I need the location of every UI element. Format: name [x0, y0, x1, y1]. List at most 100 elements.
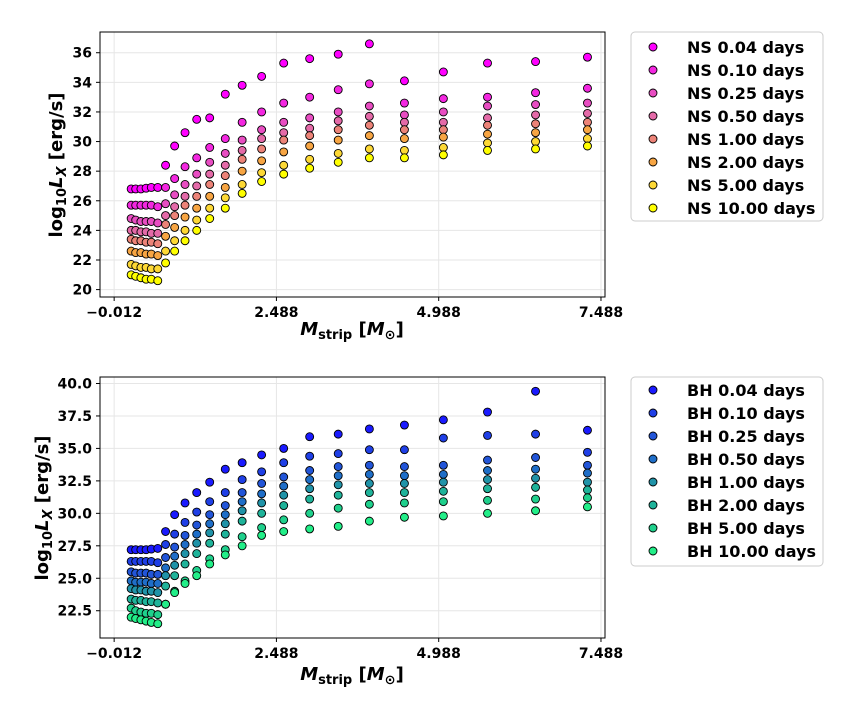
ns-legend-marker	[648, 157, 658, 167]
ns-point-series-6	[180, 225, 190, 235]
bh-legend-label: BH 0.50 days	[687, 450, 805, 469]
ns-point-series-6	[305, 154, 315, 164]
ns-point-series-6	[161, 246, 171, 256]
bh-point-series-1	[180, 517, 190, 527]
ns-point-series-2	[333, 107, 343, 117]
ns-point-series-7	[305, 163, 315, 173]
bh-point-series-0	[583, 425, 592, 435]
ns-point-series-1	[170, 174, 180, 184]
bh-point-series-2	[220, 501, 230, 511]
ns-point-series-5	[305, 141, 315, 151]
bh-point-series-7	[279, 527, 289, 536]
ns-point-series-5	[237, 166, 247, 176]
ns-point-series-5	[220, 182, 230, 192]
ns-panel: −0.012 2.488 4.988 7.488 20 22 24 26 28 30 32 34 36…	[46, 31, 824, 343]
bh-legend-marker	[648, 385, 658, 395]
bh-point-series-7	[438, 511, 448, 521]
ns-y-tick-label: 26	[73, 194, 92, 210]
ns-x-tick-label: 2.488	[254, 305, 298, 321]
bh-point-series-6	[257, 523, 267, 533]
ns-point-series-2	[483, 101, 492, 111]
ns-point-series-6	[237, 180, 247, 189]
ns-point-series-7	[192, 225, 202, 235]
bh-point-series-3	[438, 469, 448, 479]
ns-legend-marker	[648, 180, 658, 190]
ns-legend-marker	[648, 203, 658, 213]
bh-point-series-7	[161, 599, 171, 609]
ns-point-series-4	[399, 125, 409, 135]
ns-legend-label: NS 5.00 days	[687, 176, 804, 195]
ns-y-ticks: 20 22 24 26 28 30 32 34 36	[73, 46, 100, 299]
ns-x-ticks: −0.012 2.488 4.988 7.488	[86, 297, 623, 321]
ns-points	[126, 39, 592, 286]
bh-point-series-7	[220, 550, 230, 560]
ns-point-series-7	[205, 214, 215, 223]
bh-point-series-7	[531, 506, 540, 516]
bh-point-series-2	[192, 520, 202, 530]
ns-point-series-0	[257, 71, 267, 81]
ns-point-series-2	[583, 98, 592, 108]
bh-points	[126, 386, 592, 629]
bh-point-series-6	[305, 508, 315, 518]
bh-y-ticks: 22.5 25.0 27.5 30.0 32.5 35.0 37.5 40.0	[57, 376, 100, 620]
bh-point-series-4	[399, 479, 409, 488]
ns-point-series-7	[170, 246, 180, 256]
ns-point-series-4	[483, 120, 492, 130]
ns-legend-label: NS 0.25 days	[687, 84, 804, 103]
bh-point-series-1	[220, 488, 230, 498]
bh-point-series-0	[153, 543, 163, 553]
ns-point-series-4	[192, 191, 202, 201]
ns-point-series-2	[279, 117, 289, 127]
ns-point-series-1	[153, 202, 163, 212]
bh-x-tick-label: 4.988	[417, 646, 461, 662]
bh-point-series-7	[583, 502, 592, 512]
ns-point-series-5	[364, 131, 374, 141]
bh-point-series-0	[192, 488, 202, 498]
bh-point-series-0	[438, 415, 448, 425]
ns-legend-label: NS 10.00 days	[687, 199, 815, 218]
ns-point-series-0	[237, 80, 247, 90]
bh-point-series-0	[205, 477, 215, 487]
bh-point-series-6	[279, 515, 289, 525]
ns-legend: NS 0.04 days NS 0.10 days NS 0.25 days NS 0…	[630, 31, 824, 222]
bh-point-series-0	[257, 450, 267, 460]
bh-point-series-1	[161, 540, 171, 549]
bh-point-series-6	[483, 495, 492, 505]
bh-point-series-2	[170, 542, 180, 552]
bh-point-series-5	[257, 508, 267, 518]
ns-point-series-6	[205, 203, 215, 213]
ns-point-series-4	[205, 180, 215, 189]
ns-point-series-2	[161, 199, 171, 209]
bh-y-tick-label: 37.5	[57, 409, 92, 425]
bh-point-series-7	[399, 512, 409, 522]
bh-point-series-7	[170, 588, 180, 598]
ns-point-series-7	[438, 150, 448, 160]
bh-point-series-0	[305, 432, 315, 442]
ns-point-series-5	[192, 203, 202, 213]
bh-point-series-0	[170, 510, 180, 520]
bh-point-series-4	[333, 480, 343, 490]
ns-legend-marker	[648, 88, 658, 98]
ns-legend-box	[630, 31, 824, 222]
bh-x-tick-label: 2.488	[254, 646, 298, 662]
ns-point-series-1	[192, 153, 202, 163]
bh-point-series-5	[220, 529, 230, 539]
ns-point-series-1	[583, 83, 592, 93]
bh-point-series-5	[438, 486, 448, 496]
bh-point-series-1	[531, 429, 540, 439]
bh-legend-marker	[648, 454, 658, 464]
ns-point-series-5	[205, 191, 215, 201]
bh-point-series-3	[583, 468, 592, 478]
bh-point-series-4	[220, 519, 230, 529]
ns-point-series-7	[153, 276, 163, 286]
bh-point-series-7	[364, 516, 374, 526]
ns-point-series-5	[399, 134, 409, 144]
bh-point-series-5	[333, 490, 343, 500]
bh-point-series-4	[153, 588, 163, 598]
bh-point-series-4	[192, 538, 202, 548]
bh-legend-marker	[648, 500, 658, 510]
ns-legend-marker	[648, 111, 658, 121]
bh-point-series-2	[257, 479, 267, 488]
bh-point-series-3	[180, 540, 190, 549]
